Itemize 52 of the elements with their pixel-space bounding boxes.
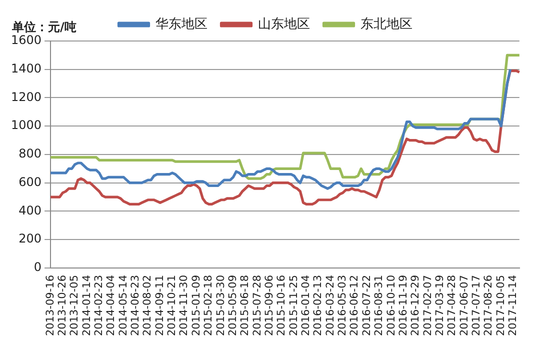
x-tick-label: 2015-01-09: [190, 274, 202, 336]
x-tick-label: 2016-10-10: [385, 274, 398, 336]
x-tick-label: 2014-05-14: [117, 274, 130, 336]
y-tick-label: 600: [18, 174, 42, 189]
x-tick-label: 2017-06-07: [458, 274, 470, 336]
x-tick-label: 2017-03-19: [434, 274, 446, 336]
legend-label: 华东地区: [155, 16, 208, 32]
x-tick-label: 2017-07-17: [470, 274, 483, 336]
y-tick-label: 1600: [10, 33, 42, 48]
x-tick-label: 2013-10-26: [56, 274, 68, 336]
x-tick-label: 2015-11-25: [288, 274, 300, 336]
x-tick-label: 2014-01-14: [80, 274, 93, 336]
y-tick-label: 1000: [10, 118, 42, 132]
x-tick-label: 2015-06-18: [239, 274, 252, 336]
x-tick-label: 2016-05-03: [336, 274, 349, 336]
x-tick-label: 2014-08-02: [142, 274, 154, 336]
x-tick-label: 2017-02-07: [422, 274, 434, 336]
x-tick-label: 2015-10-16: [276, 274, 288, 336]
x-tick-label: 2017-04-28: [446, 274, 458, 336]
y-tick-label: 400: [18, 203, 42, 218]
x-tick-label: 2015-05-09: [226, 274, 239, 336]
y-tick-label: 200: [18, 232, 42, 246]
x-tick-label: 2014-04-04: [105, 274, 118, 336]
x-tick-label: 2016-02-13: [312, 274, 324, 336]
x-tick-label: 2016-01-04: [300, 274, 312, 336]
x-tick-label: 2016-03-24: [324, 274, 336, 336]
y-tick-label: 0: [34, 260, 42, 274]
legend-label: 山东地区: [258, 16, 310, 32]
x-tick-label: 2014-09-11: [154, 274, 166, 336]
x-tick-label: 2016-06-12: [348, 274, 361, 336]
y-axis-title: 单位：元/吨: [12, 19, 76, 35]
y-tick-label: 1400: [10, 61, 42, 76]
x-tick-label: 2014-06-23: [130, 274, 142, 336]
x-tick-label: 2016-12-29: [410, 274, 422, 336]
x-tick-label: 2015-07-28: [251, 274, 264, 336]
x-tick-label: 2014-11-30: [178, 274, 190, 336]
y-tick-label: 1200: [10, 90, 42, 104]
x-tick-label: 2015-03-30: [214, 274, 227, 336]
x-tick-label: 2017-08-26: [482, 274, 495, 336]
x-tick-label: 2016-07-22: [360, 274, 373, 336]
x-tick-label: 2016-08-31: [373, 274, 386, 336]
x-tick-label: 2015-02-18: [202, 274, 215, 336]
x-tick-label: 2017-10-05: [494, 274, 507, 336]
x-tick-label: 2014-02-23: [92, 274, 105, 336]
x-tick-label: 2013-12-05: [68, 274, 81, 336]
x-tick-label: 2016-11-19: [397, 274, 410, 336]
x-tick-label: 2017-11-14: [507, 274, 520, 336]
x-tick-label: 2013-09-16: [44, 274, 56, 336]
legend-label: 东北地区: [360, 16, 412, 32]
x-tick-label: 2014-10-21: [166, 274, 178, 336]
x-tick-label: 2015-09-06: [263, 274, 276, 336]
y-tick-label: 800: [18, 146, 42, 161]
